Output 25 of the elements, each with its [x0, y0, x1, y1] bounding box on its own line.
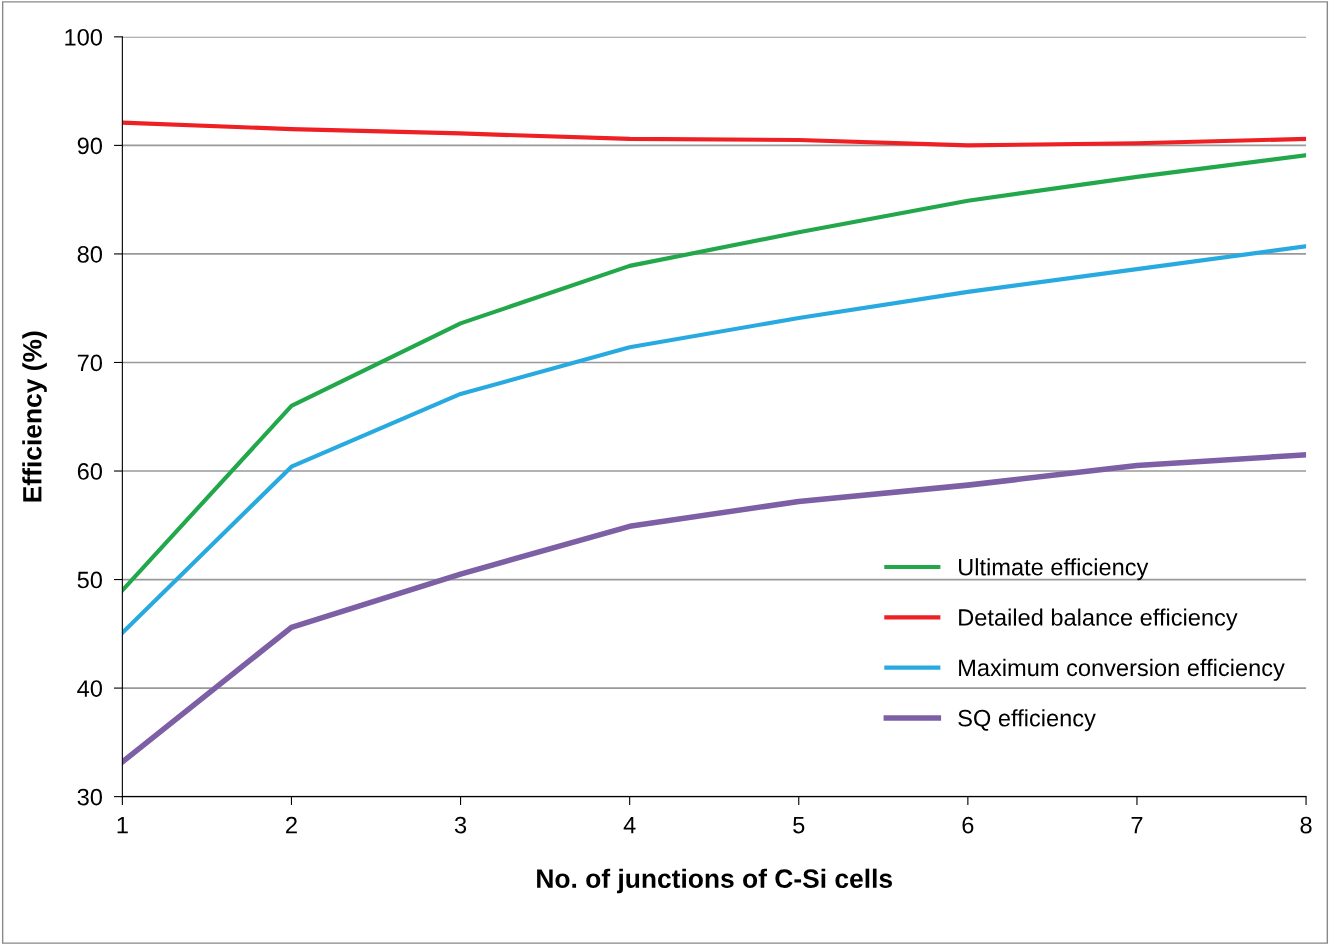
legend-label: Ultimate efficiency	[959, 558, 1149, 581]
y-tick-label: 30	[77, 788, 102, 806]
legend-label: Maximum conversion efficiency	[959, 658, 1285, 681]
y-tick-label: 70	[77, 354, 102, 372]
legend-label: SQ efficiency	[958, 709, 1096, 732]
y-axis-title: Efficiency (%)	[22, 331, 47, 502]
x-tick-label: 5	[793, 816, 805, 834]
y-tick-label: 50	[77, 571, 102, 589]
legend-label: Detailed balance efficiency	[959, 608, 1238, 631]
y-tick-label: 100	[65, 28, 102, 46]
x-tick-label: 4	[623, 816, 636, 834]
line-series	[122, 244, 1307, 635]
line-series	[122, 153, 1307, 593]
x-tick-label: 6	[962, 816, 974, 834]
y-tick-label: 40	[77, 680, 102, 697]
y-tick-label: 90	[77, 137, 102, 155]
y-tick-label: 80	[77, 246, 102, 263]
x-tick-label: 7	[1131, 816, 1143, 834]
x-tick-label: 1	[117, 816, 128, 834]
y-tick-label: 60	[77, 463, 102, 480]
line-series	[122, 120, 1307, 148]
x-tick-label: 8	[1300, 816, 1312, 834]
x-tick-label: 3	[454, 816, 467, 834]
x-tick-label: 2	[286, 816, 297, 834]
x-axis-title: No. of junctions of C-Si cells	[537, 868, 893, 894]
